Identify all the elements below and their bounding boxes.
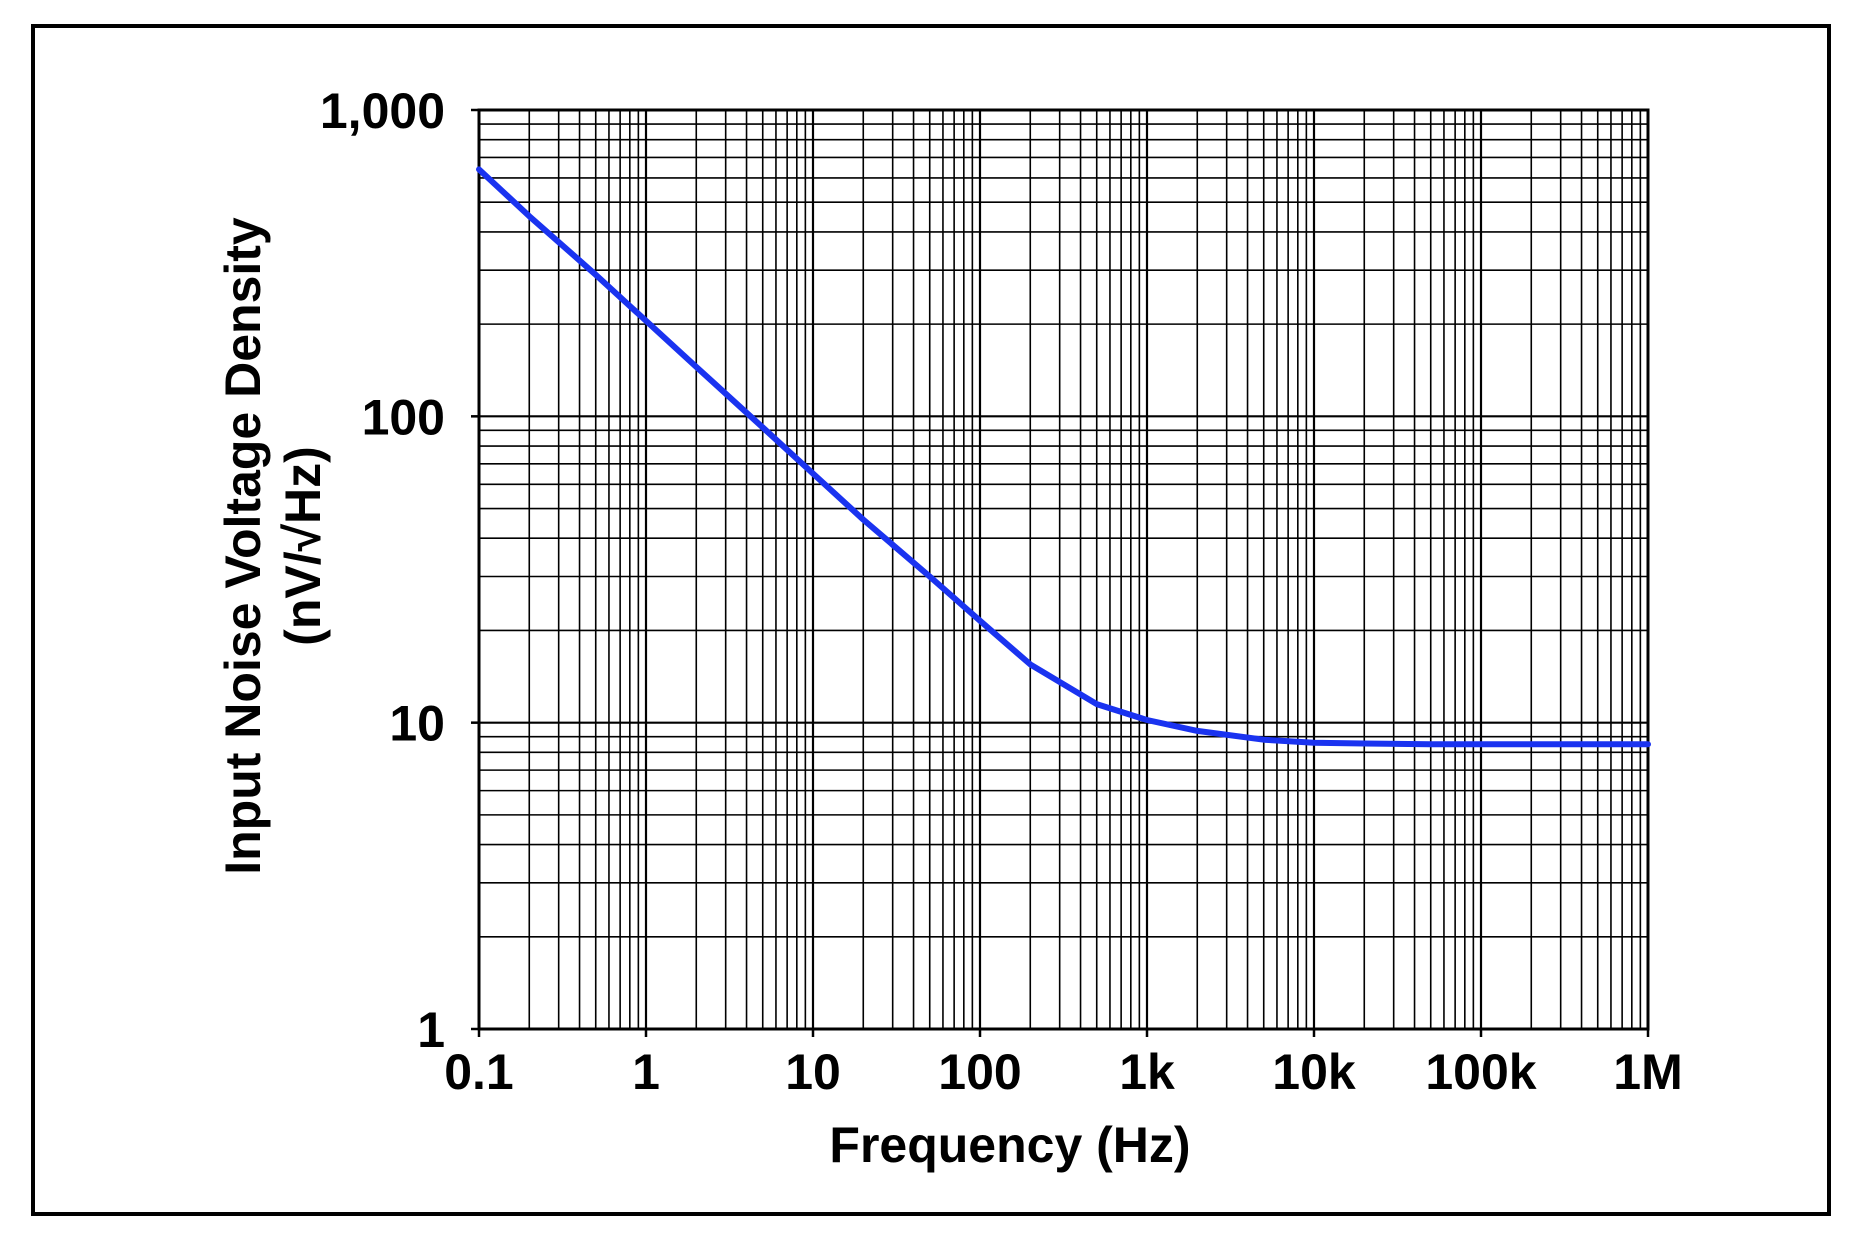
x-tick-label: 10: [785, 1044, 841, 1100]
x-tick-label: 1k: [1119, 1044, 1175, 1100]
x-tick-label: 10k: [1272, 1044, 1356, 1100]
y-axis-tick-labels: 1 10 100 1,000: [320, 83, 445, 1058]
x-tick-label: 100: [938, 1044, 1021, 1100]
x-tick-label: 0.1: [444, 1044, 514, 1100]
y-tick-label: 10: [389, 696, 445, 752]
x-tick-label: 100k: [1425, 1044, 1536, 1100]
noise-density-line: [476, 166, 1651, 748]
series-layer: [476, 166, 1651, 748]
plot-border: [477, 108, 1650, 1031]
x-tick-label: 1: [632, 1044, 660, 1100]
y-axis-title: Input Noise Voltage Density: [215, 217, 271, 875]
x-axis-tick-labels: 0.1 1 10 100 1k 10k 100k 1M: [444, 1044, 1682, 1100]
y-axis-unit: (nV/√Hz): [275, 446, 331, 646]
y-tick-label: 100: [362, 389, 445, 445]
y-tick-label: 1,000: [320, 83, 445, 139]
x-axis-title: Frequency (Hz): [829, 1117, 1190, 1173]
y-tick-label: 1: [417, 1002, 445, 1058]
grid: [471, 108, 1650, 1037]
x-tick-label: 1M: [1613, 1044, 1682, 1100]
